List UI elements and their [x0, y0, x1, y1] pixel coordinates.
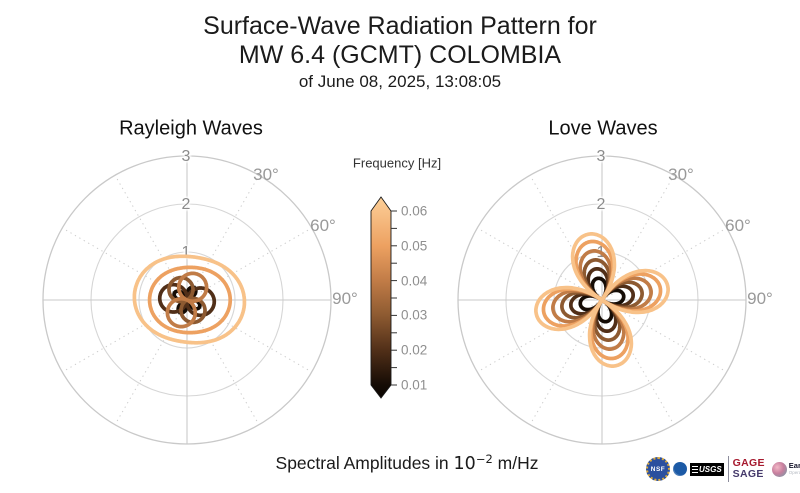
nsf-logo: NSF: [646, 457, 670, 481]
caption-prefix: Spectral Amplitudes in: [275, 453, 454, 473]
rayleigh-rtick-3: 3: [181, 148, 191, 165]
logo-strip: NSF USGS GAGE SAGE EarthScope Operated b…: [646, 452, 800, 486]
colorbar-tick-001: 0.01: [401, 377, 428, 393]
earthscope-logo-text: EarthScope Operated byConsortium: [789, 462, 800, 476]
love-atick-90: 90°: [747, 289, 773, 308]
rayleigh-atick-60: 60°: [310, 216, 336, 235]
nsf-logo-text: NSF: [650, 465, 666, 473]
logo-separator: [727, 456, 729, 482]
rayleigh-rtick-1: 1: [181, 244, 191, 261]
rayleigh-atick-90: 90°: [332, 289, 358, 308]
colorbar-tick-004: 0.04: [401, 273, 428, 289]
earthscope-subtext: Operated byConsortium: [789, 469, 800, 476]
nasa-logo: [673, 462, 687, 476]
colorbar-title: Frequency [Hz]: [352, 155, 442, 171]
usgs-stripes-icon: [692, 465, 698, 473]
rayleigh-rtick-2: 2: [181, 196, 191, 213]
frequency-colorbar: [370, 196, 392, 399]
love-rtick-3: 3: [596, 148, 606, 165]
love-atick-30: 30°: [668, 165, 694, 184]
rayleigh-atick-30: 30°: [253, 165, 279, 184]
colorbar-tick-003: 0.03: [401, 307, 428, 323]
colorbar-tick-006: 0.06: [401, 203, 428, 219]
caption-base: 10: [453, 454, 476, 474]
love-plot-title: Love Waves: [548, 117, 658, 140]
rayleigh-plot-title: Rayleigh Waves: [119, 117, 263, 140]
love-atick-60: 60°: [725, 216, 751, 235]
love-rtick-2: 2: [596, 196, 606, 213]
colorbar-tick-002: 0.02: [401, 342, 428, 358]
earthscope-globe-icon: [771, 461, 787, 477]
gage-sage-logo: GAGE SAGE: [733, 458, 765, 480]
caption-exponent: −2: [475, 452, 493, 466]
operated-by-text: Operated by: [788, 470, 800, 475]
figure-title: Surface-Wave Radiation Pattern for MW 6.…: [0, 12, 800, 93]
caption-suffix: m/Hz: [492, 453, 539, 473]
usgs-logo-text: USGS: [699, 464, 722, 474]
title-line-2: MW 6.4 (GCMT) COLOMBIA: [238, 41, 562, 69]
usgs-logo: USGS: [690, 462, 724, 476]
title-line-1: Surface-Wave Radiation Pattern for: [203, 12, 597, 40]
love-rtick-1: 1: [596, 244, 606, 261]
earthscope-name: EarthScope: [788, 461, 800, 470]
title-date: of June 08, 2025, 13:08:05: [298, 72, 502, 91]
earthscope-logo: EarthScope Operated byConsortium: [771, 461, 800, 477]
gage-logo-text: GAGE: [732, 457, 765, 469]
sage-logo-text: SAGE: [732, 468, 764, 480]
colorbar-tick-005: 0.05: [401, 238, 428, 254]
amplitude-units-caption: Spectral Amplitudes in 10−2 m/Hz: [276, 452, 539, 474]
